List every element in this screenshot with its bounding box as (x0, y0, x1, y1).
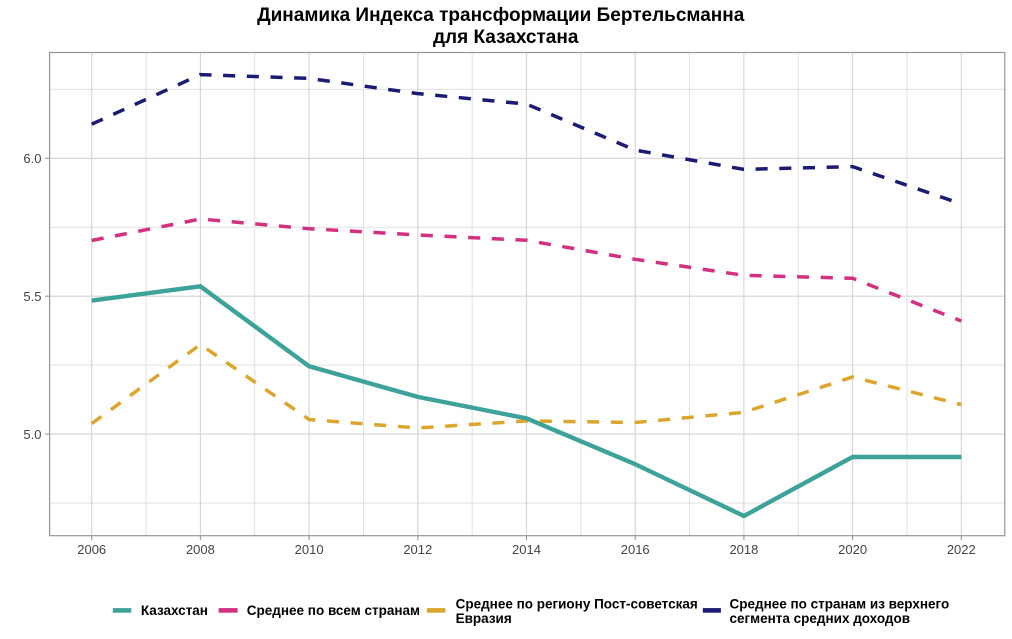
svg-text:для Казахстана: для Казахстана (433, 27, 579, 48)
svg-text:5.5: 5.5 (23, 289, 41, 304)
svg-text:Среднее по региону Пост-советс: Среднее по региону Пост-советская (456, 597, 698, 612)
svg-text:сегмента средних доходов: сегмента средних доходов (730, 611, 911, 626)
svg-text:Евразия: Евразия (456, 611, 512, 626)
svg-text:2018: 2018 (729, 542, 758, 557)
svg-text:5.0: 5.0 (23, 427, 41, 442)
svg-text:2022: 2022 (947, 542, 976, 557)
svg-text:Казахстан: Казахстан (141, 603, 208, 618)
svg-text:Среднее по всем странам: Среднее по всем странам (247, 603, 420, 618)
svg-text:2006: 2006 (77, 542, 106, 557)
svg-text:2016: 2016 (621, 542, 650, 557)
svg-text:2014: 2014 (512, 542, 541, 557)
svg-text:2012: 2012 (403, 542, 432, 557)
svg-text:6.0: 6.0 (23, 151, 41, 166)
svg-text:2010: 2010 (295, 542, 324, 557)
svg-text:Среднее по странам из верхнего: Среднее по странам из верхнего (730, 597, 950, 612)
svg-text:2020: 2020 (838, 542, 867, 557)
svg-text:Динамика Индекса трансформации: Динамика Индекса трансформации Бертельсм… (257, 5, 745, 26)
svg-text:2008: 2008 (186, 542, 215, 557)
